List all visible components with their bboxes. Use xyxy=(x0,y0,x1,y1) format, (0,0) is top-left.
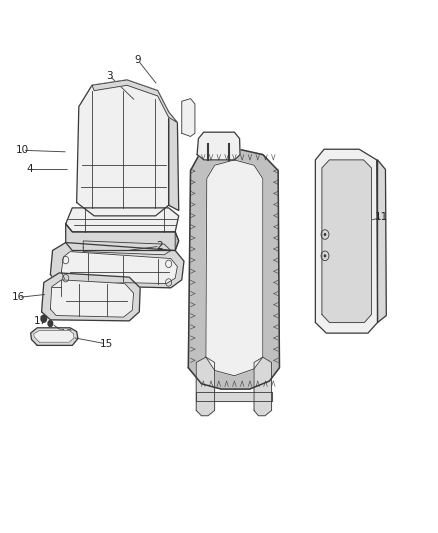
Polygon shape xyxy=(196,357,215,416)
Text: 18: 18 xyxy=(60,329,73,339)
Polygon shape xyxy=(61,252,177,284)
Text: 3: 3 xyxy=(106,71,113,80)
Polygon shape xyxy=(50,280,134,317)
Circle shape xyxy=(40,314,47,323)
Text: 1: 1 xyxy=(267,351,274,361)
Polygon shape xyxy=(77,80,169,216)
Text: 10: 10 xyxy=(16,146,29,155)
Circle shape xyxy=(324,233,326,236)
Polygon shape xyxy=(315,149,378,333)
Text: 2: 2 xyxy=(156,241,163,251)
Text: 13: 13 xyxy=(207,243,220,253)
Polygon shape xyxy=(169,112,179,211)
Polygon shape xyxy=(188,144,279,389)
Polygon shape xyxy=(197,132,240,160)
Polygon shape xyxy=(322,160,371,322)
Polygon shape xyxy=(378,160,386,322)
Circle shape xyxy=(47,320,53,327)
Polygon shape xyxy=(66,224,179,251)
Polygon shape xyxy=(92,80,177,123)
Text: 17: 17 xyxy=(34,316,47,326)
Text: 11: 11 xyxy=(375,213,389,222)
Text: 16: 16 xyxy=(12,293,25,302)
Polygon shape xyxy=(34,330,74,342)
Polygon shape xyxy=(254,357,272,416)
Polygon shape xyxy=(175,232,179,251)
Text: 15: 15 xyxy=(99,339,113,349)
Text: 4: 4 xyxy=(26,165,33,174)
Text: 9: 9 xyxy=(134,55,141,65)
Polygon shape xyxy=(83,241,171,255)
Circle shape xyxy=(324,254,326,257)
Polygon shape xyxy=(50,243,184,288)
Polygon shape xyxy=(182,99,195,136)
Polygon shape xyxy=(31,328,78,345)
Text: 14: 14 xyxy=(228,208,241,218)
Polygon shape xyxy=(206,160,263,376)
Polygon shape xyxy=(42,273,140,321)
Polygon shape xyxy=(66,208,179,232)
Polygon shape xyxy=(196,392,272,401)
